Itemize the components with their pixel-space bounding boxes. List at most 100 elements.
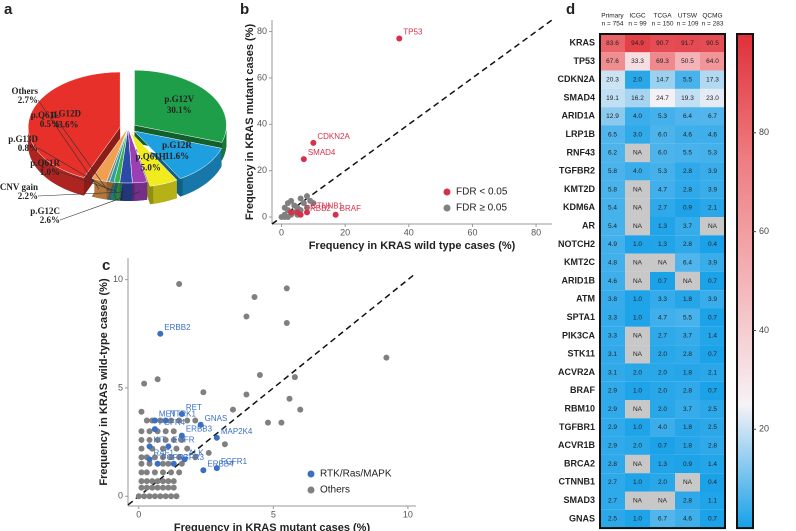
point <box>281 204 288 211</box>
cell-label: 1.8 <box>683 296 692 303</box>
row-label: GNAS <box>569 513 595 523</box>
leader-line <box>59 123 109 191</box>
point-label: ERBB3 <box>186 425 213 434</box>
heatmap-cell <box>625 180 650 199</box>
point <box>184 445 191 452</box>
row-label: TGFBR1 <box>559 422 595 432</box>
heatmap-cell <box>600 88 625 108</box>
cell-label: 1.3 <box>658 461 667 468</box>
row-label: ACVR1B <box>558 440 596 450</box>
heatmap-cell <box>625 107 650 126</box>
cell-label: 1.0 <box>633 479 642 486</box>
column-n: n = 754 <box>602 21 624 28</box>
cell-label: 94.9 <box>631 40 644 47</box>
pie-value: 30.1% <box>167 105 192 115</box>
cell-label: 5.3 <box>658 113 667 120</box>
heatmap-cell <box>600 52 625 71</box>
point <box>138 469 145 476</box>
heatmap-cell <box>700 125 725 144</box>
pie-value: 2.2% <box>18 191 38 201</box>
point <box>192 454 199 461</box>
colorbar-label: 40 <box>759 325 769 335</box>
heatmap-cell <box>650 52 675 71</box>
cell-label: 6.4 <box>683 113 692 120</box>
point <box>168 454 175 461</box>
cell-label: 1.0 <box>633 516 642 523</box>
point <box>213 465 220 472</box>
heatmap-cell <box>650 326 675 346</box>
cell-label: 1.1 <box>708 497 717 504</box>
leader-line <box>59 191 140 221</box>
point <box>146 428 153 435</box>
pie-slice <box>133 130 222 179</box>
cell-label: 23.0 <box>706 95 719 102</box>
x-tick-label: 40 <box>404 227 414 237</box>
colorbar-label: 60 <box>759 226 769 236</box>
cell-label: 20.3 <box>606 76 619 83</box>
cell-label: 16.2 <box>631 95 644 102</box>
cell-label: 1.0 <box>633 296 642 303</box>
point <box>332 211 339 218</box>
pie-value: 2.7% <box>18 95 38 105</box>
cell-label: 0.4 <box>708 241 717 248</box>
row-label: KMT2D <box>564 184 595 194</box>
cell-label: 19.1 <box>606 95 619 102</box>
point <box>184 417 191 424</box>
pie-slice-side <box>153 180 177 204</box>
heatmap-cell <box>625 400 650 419</box>
heatmap-cell <box>675 436 700 455</box>
heatmap-cell <box>600 418 625 437</box>
heatmap-cell <box>650 70 675 89</box>
cell-label: NA <box>658 259 668 266</box>
cell-label: 2.7 <box>608 497 617 504</box>
column-n: n = 150 <box>652 21 674 28</box>
cell-label: 6.0 <box>658 131 667 138</box>
cell-label: 0.7 <box>708 351 717 358</box>
point <box>154 484 161 491</box>
point <box>192 417 199 424</box>
heatmap-cell <box>700 253 725 272</box>
cell-label: 2.7 <box>658 205 667 212</box>
leader-line <box>37 191 126 197</box>
heatmap-cell <box>700 436 725 455</box>
heatmap-cell <box>675 290 700 309</box>
heatmap-cell <box>625 308 650 327</box>
row-label: TP53 <box>573 56 595 66</box>
leader-line <box>37 99 100 190</box>
point-label: ERBB2 <box>305 204 332 213</box>
point <box>178 460 185 467</box>
heatmap-cell <box>600 454 625 474</box>
point <box>170 484 177 491</box>
point-label: RAF1 <box>154 449 175 458</box>
point <box>286 395 293 402</box>
heatmap-cell <box>625 290 650 309</box>
cell-label: 1.0 <box>633 241 642 248</box>
point <box>151 469 158 476</box>
cell-label: 6.0 <box>658 150 667 157</box>
heatmap-cell <box>600 436 625 455</box>
row-label: KDM6A <box>563 202 596 212</box>
x-tick-label: 10 <box>403 509 413 519</box>
row-label: SPTA1 <box>567 312 595 322</box>
pie-value: 1.0% <box>40 167 60 177</box>
colorbar <box>736 33 754 530</box>
heatmap-cell <box>700 473 725 492</box>
pie-value: 2.6% <box>40 215 60 225</box>
point <box>165 478 172 485</box>
point <box>162 428 169 435</box>
cell-label: NA <box>633 205 643 212</box>
heatmap-cell <box>625 235 650 254</box>
heatmap-cell <box>700 326 725 346</box>
point <box>200 389 207 396</box>
point <box>396 35 403 42</box>
cell-label: 4.0 <box>633 113 642 120</box>
point <box>151 493 158 500</box>
row-label: CDKN2A <box>557 74 595 84</box>
cell-label: 90.7 <box>656 40 669 47</box>
point <box>176 280 183 287</box>
pie-slice-side <box>182 148 222 196</box>
heatmap-cell <box>600 345 625 364</box>
cell-label: 2.9 <box>608 406 617 413</box>
cell-label: 4.7 <box>658 314 667 321</box>
heatmap-cell <box>675 271 700 291</box>
